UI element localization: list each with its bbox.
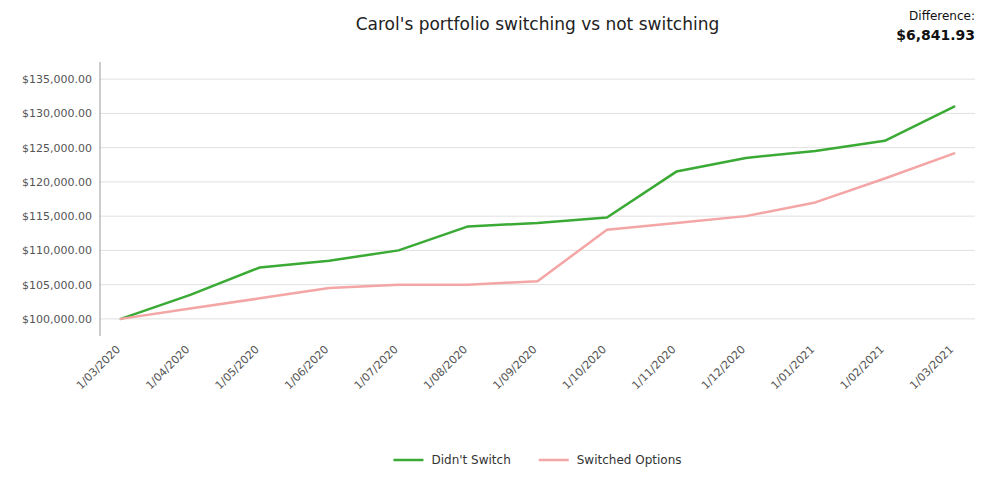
series-line [121,153,954,318]
y-tick-label: $115,000.00 [22,210,92,223]
legend-swatch [539,459,569,462]
y-tick-label: $130,000.00 [22,107,92,120]
y-tick-label: $110,000.00 [22,244,92,257]
grid [100,79,975,319]
y-tick-label: $120,000.00 [22,176,92,189]
y-tick-label: $125,000.00 [22,142,92,155]
legend-item: Switched Options [539,453,682,467]
x-tick-label: 1/11/2020 [629,343,678,392]
y-axis-line [100,62,101,336]
grid-line [100,250,975,251]
y-tick-label: $105,000.00 [22,279,92,292]
x-tick-label: 1/03/2020 [74,343,123,392]
x-tick-label: 1/09/2020 [491,343,540,392]
lines [121,107,954,319]
grid-line [100,318,975,319]
x-tick-label: 1/12/2020 [699,343,748,392]
y-tick-label: $135,000.00 [22,73,92,86]
x-tick-label: 1/03/2021 [907,343,956,392]
x-tick-label: 1/06/2020 [282,343,331,392]
legend-item: Didn't Switch [393,453,510,467]
grid-line [100,181,975,182]
title: Carol's portfolio switching vs not switc… [356,14,720,34]
legend-label: Switched Options [577,453,682,467]
legend-swatch [393,459,423,462]
x-tick-label: 1/08/2020 [421,343,470,392]
annotation: $6,841.93 [896,27,975,43]
x-tick-label: 1/05/2020 [213,343,262,392]
grid-line [100,216,975,217]
chart: Carol's portfolio switching vs not switc… [0,0,1000,486]
grid-line [100,113,975,114]
legend-label: Didn't Switch [431,453,510,467]
legend: Didn't Switch Switched Options [393,453,681,467]
y-tick-label: $100,000.00 [22,313,92,326]
grid-line [100,284,975,285]
x-tick-label: 1/07/2020 [352,343,401,392]
x-tick-label: 1/01/2021 [768,343,817,392]
x-tick-label: 1/04/2020 [143,343,192,392]
x-tick-label: 1/02/2021 [838,343,887,392]
series-line [121,107,954,319]
annotation: Difference: [909,9,975,23]
x-tick-label: 1/10/2020 [560,343,609,392]
grid-line [100,79,975,80]
